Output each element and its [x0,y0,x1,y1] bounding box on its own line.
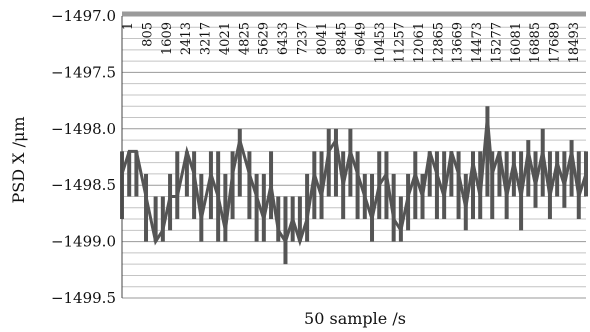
data-range-bar [319,151,324,220]
data-range-bar [540,128,545,197]
x-tick-label: 13669 [451,22,466,63]
x-tick-label: 2413 [179,22,194,55]
x-tick-label: 4021 [218,22,233,55]
data-range-bar [490,151,495,220]
data-range-bar [456,151,461,220]
data-range-bar [144,173,149,242]
data-range-bar [160,196,165,242]
data-range-bar [184,151,189,197]
y-tick-label: −1499.5 [51,289,116,307]
data-range-bar [384,151,389,220]
data-range-bar [297,196,302,242]
y-tick-label: −1498.0 [51,120,116,138]
y-tick-label: −1499.0 [51,233,116,251]
x-tick-label: 12865 [431,22,446,63]
x-tick-label: 805 [140,22,155,47]
data-range-bar [192,151,197,220]
x-tick-label: 1609 [160,22,175,55]
x-tick-label: 12061 [412,22,427,63]
x-tick-label: 1 [121,22,136,30]
data-range-bar [254,173,259,242]
data-range-bar [283,196,288,265]
x-tick-label: 4825 [237,22,252,55]
data-range-bar [391,173,396,242]
data-range-bar [485,106,490,197]
data-range-bar [223,173,228,242]
data-range-bar [247,151,252,220]
x-tick-label: 10453 [373,22,388,63]
data-range-bar [305,173,310,242]
x-tick-label: 16081 [509,22,524,63]
data-range-bar [427,151,432,197]
data-range-bar [199,173,204,242]
x-tick-label: 5629 [257,22,272,55]
x-tick-label: 8845 [334,22,349,55]
data-range-bar [547,151,552,220]
series-line [120,117,588,247]
y-tick-label: −1497.0 [51,7,116,25]
data-range-bar [153,196,158,242]
data-range-bar [504,151,509,220]
data-range-bar [526,140,531,197]
data-range-bar [398,196,403,242]
x-tick-label: 16885 [528,22,543,63]
data-range-bar [333,128,338,197]
data-range-bar [470,151,475,220]
x-tick-label: 15277 [489,22,504,63]
data-range-bar [413,151,418,220]
y-tick-label: −1498.5 [51,176,116,194]
data-range-bar [355,151,360,220]
data-range-bar [127,151,132,197]
x-tick-label: 7237 [296,22,311,55]
data-range-bar [134,151,139,197]
data-range-bar [261,173,266,242]
data-range-bar [348,128,353,197]
data-range-bar [434,151,439,220]
data-range-bar [276,196,281,242]
data-range-bar [449,151,454,197]
x-axis-ticks: 1 805 1609 2413 3217 4021 4825 5629 6433 7237 8041… [121,22,582,63]
y-axis-title: PSD X /μm [9,116,28,203]
x-tick-label: 8041 [315,22,330,55]
data-range-bar [175,151,180,220]
data-range-bar [312,151,317,220]
data-range-bar [497,151,502,197]
data-range-bar [326,128,331,197]
x-axis-title: 50 sample /s [304,309,406,328]
x-tick-label: 18493 [567,22,582,63]
x-tick-label: 6433 [276,22,291,55]
y-axis-ticks: −1497.0 −1497.5 −1498.0 −1498.5 −1499.0 −1499… [51,7,116,307]
x-tick-label: 11257 [392,22,407,63]
data-range-bar [576,151,581,220]
data-range-bar [511,151,516,197]
data-range-bar [555,151,560,197]
x-tick-label: 3217 [199,22,214,55]
data-range-bar [442,151,447,220]
x-tick-label: 14473 [470,22,485,63]
x-tick-label: 9649 [354,22,369,55]
x-tick-label: 17689 [548,22,563,63]
data-range-bar [370,173,375,242]
data-range-bar [208,151,213,220]
y-tick-label: −1497.5 [51,63,116,81]
data-range-bar [569,140,574,197]
data-range-bar [237,128,242,197]
